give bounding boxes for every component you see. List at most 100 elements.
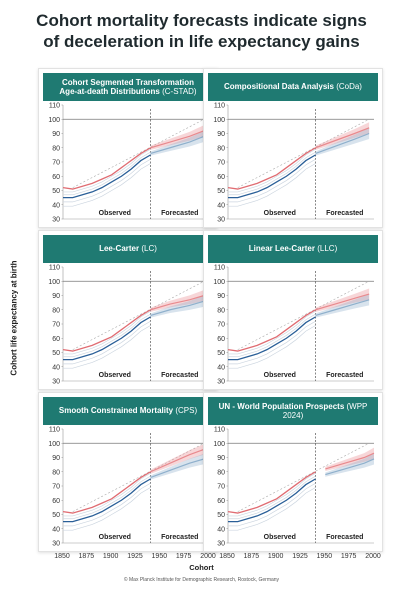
y-tick-label: 40: [217, 526, 225, 533]
y-axis-title: Cohort life expectancy at birth: [9, 260, 19, 376]
forecast-male-line: [150, 300, 205, 317]
panel-abbreviation: (C-STAD): [159, 87, 197, 96]
panel-4: 30 40 50 60 70 80 90 100 110 Observed Forecasted Li…: [203, 230, 383, 390]
y-tick-label: 60: [217, 174, 225, 181]
y-tick-label: 50: [52, 350, 60, 357]
y-tick-label: 90: [52, 131, 60, 138]
background-series: [228, 313, 316, 358]
panel-2: 30 40 50 60 70 80 90 100 110 Observed Forecasted Co…: [203, 68, 383, 228]
y-tick-label: 80: [52, 469, 60, 476]
y-tick-label: 80: [52, 307, 60, 314]
panel-plot: 30 40 50 60 70 80 90 100 110 Observed Forecasted: [213, 103, 374, 224]
y-tick-label: 80: [217, 469, 225, 476]
y-tick-label: 60: [52, 498, 60, 505]
forecasted-label: Forecasted: [326, 372, 363, 379]
observed-male-line: [63, 478, 151, 523]
y-tick-label: 110: [49, 427, 60, 434]
panel-plot: 30 40 50 60 70 80 90 100 110 Observed Forecasted: [213, 265, 374, 386]
x-tick-label: 1900: [103, 553, 119, 560]
y-tick-label: 40: [217, 202, 225, 209]
trend-line: [237, 442, 370, 512]
panel-title: Compositional Data Analysis (CoDa): [208, 73, 378, 101]
y-tick-label: 110: [214, 103, 225, 110]
x-tick-label: 1950: [317, 553, 333, 560]
y-tick-label: 90: [52, 455, 60, 462]
forecast-female-line: [150, 130, 205, 149]
y-tick-label: 90: [217, 455, 225, 462]
forecast-male-line: [315, 299, 370, 317]
y-tick-label: 100: [48, 441, 60, 448]
y-tick-label: 70: [52, 322, 60, 329]
observed-label: Observed: [99, 534, 131, 541]
panel-plot: 30 40 50 60 70 80 90 100 110 Observed Forecasted: [213, 427, 375, 548]
x-tick-label: 1925: [292, 553, 308, 560]
background-series: [63, 151, 151, 196]
observed-male-line: [228, 478, 316, 523]
x-tick-label: 2000: [200, 553, 216, 560]
forecasted-label: Forecasted: [161, 210, 198, 217]
panel-title-line: Age-at-death Distributions (C-STAD): [59, 87, 197, 96]
x-tick-label: 1925: [127, 553, 143, 560]
background-series: [63, 472, 151, 517]
y-tick-label: 30: [217, 379, 225, 386]
forecast-band-male: [315, 127, 370, 156]
panel-abbreviation: (LC): [139, 244, 157, 254]
trend-line: [72, 118, 205, 188]
y-tick-label: 50: [217, 350, 225, 357]
panel-title: Cohort Segmented Transformation Age-at-de…: [43, 73, 213, 101]
y-tick-label: 30: [52, 379, 60, 386]
background-series: [63, 320, 151, 365]
y-tick-label: 100: [213, 117, 225, 124]
background-series: [63, 475, 151, 520]
background-series: [63, 163, 151, 207]
background-series: [228, 482, 316, 527]
observed-label: Observed: [99, 372, 131, 379]
background-series: [63, 487, 151, 531]
panel-plot: 30 40 50 60 70 80 90 100 110 Observed Forecasted: [48, 427, 210, 548]
panel-title: Lee-Carter (LC): [43, 235, 213, 263]
y-tick-label: 90: [217, 131, 225, 138]
x-tick-label: 1875: [244, 553, 260, 560]
forecasted-label: Forecasted: [161, 372, 198, 379]
background-series: [228, 320, 316, 365]
observed-female-line: [62, 471, 151, 514]
panel-title: Linear Lee-Carter (LLC): [208, 235, 378, 263]
x-tick-label: 1975: [176, 553, 192, 560]
observed-female-line: [227, 309, 316, 352]
y-tick-label: 80: [217, 307, 225, 314]
x-tick-label: 1850: [219, 553, 235, 560]
trend-line: [237, 280, 370, 350]
title-line-2: of deceleration in life expectancy gains: [43, 32, 360, 51]
forecasted-label: Forecasted: [161, 534, 198, 541]
y-tick-label: 70: [217, 322, 225, 329]
observed-male-line: [228, 316, 316, 361]
observed-label: Observed: [99, 210, 131, 217]
y-tick-label: 30: [52, 217, 60, 224]
forecast-male-line: [325, 458, 375, 476]
x-axis: 1850 1875 1900 1925 1950 1975 2000 1850 1875 1900…: [54, 553, 381, 560]
y-tick-label: 110: [214, 427, 225, 434]
panel-title-line: Linear Lee-Carter (LLC): [248, 244, 338, 254]
panel-1: 30 40 50 60 70 80 90 100 110 Observed Forecasted Co…: [38, 68, 218, 228]
y-tick-label: 110: [49, 265, 60, 272]
y-tick-label: 50: [217, 188, 225, 195]
chart-title: Cohort mortality forecasts indicate sign…: [0, 10, 403, 52]
y-tick-label: 30: [52, 541, 60, 548]
y-tick-label: 40: [52, 364, 60, 371]
trend-line: [72, 280, 205, 350]
observed-female-line: [227, 147, 316, 190]
forecast-female-line: [325, 452, 375, 470]
x-tick-label: 1950: [152, 553, 168, 560]
y-tick-label: 50: [52, 188, 60, 195]
forecast-female-line: [315, 127, 370, 149]
y-tick-label: 80: [217, 145, 225, 152]
observed-label: Observed: [264, 210, 296, 217]
y-tick-label: 50: [52, 512, 60, 519]
y-tick-label: 90: [52, 293, 60, 300]
y-tick-label: 60: [217, 498, 225, 505]
panel-abbreviation: (CPS): [173, 406, 198, 416]
background-series: [63, 158, 151, 203]
observed-female-line: [227, 471, 316, 514]
panel-plot: 30 40 50 60 70 80 90 100 110 Observed Forecasted: [48, 265, 209, 386]
panel-title-line: Lee-Carter (LC): [99, 244, 157, 254]
